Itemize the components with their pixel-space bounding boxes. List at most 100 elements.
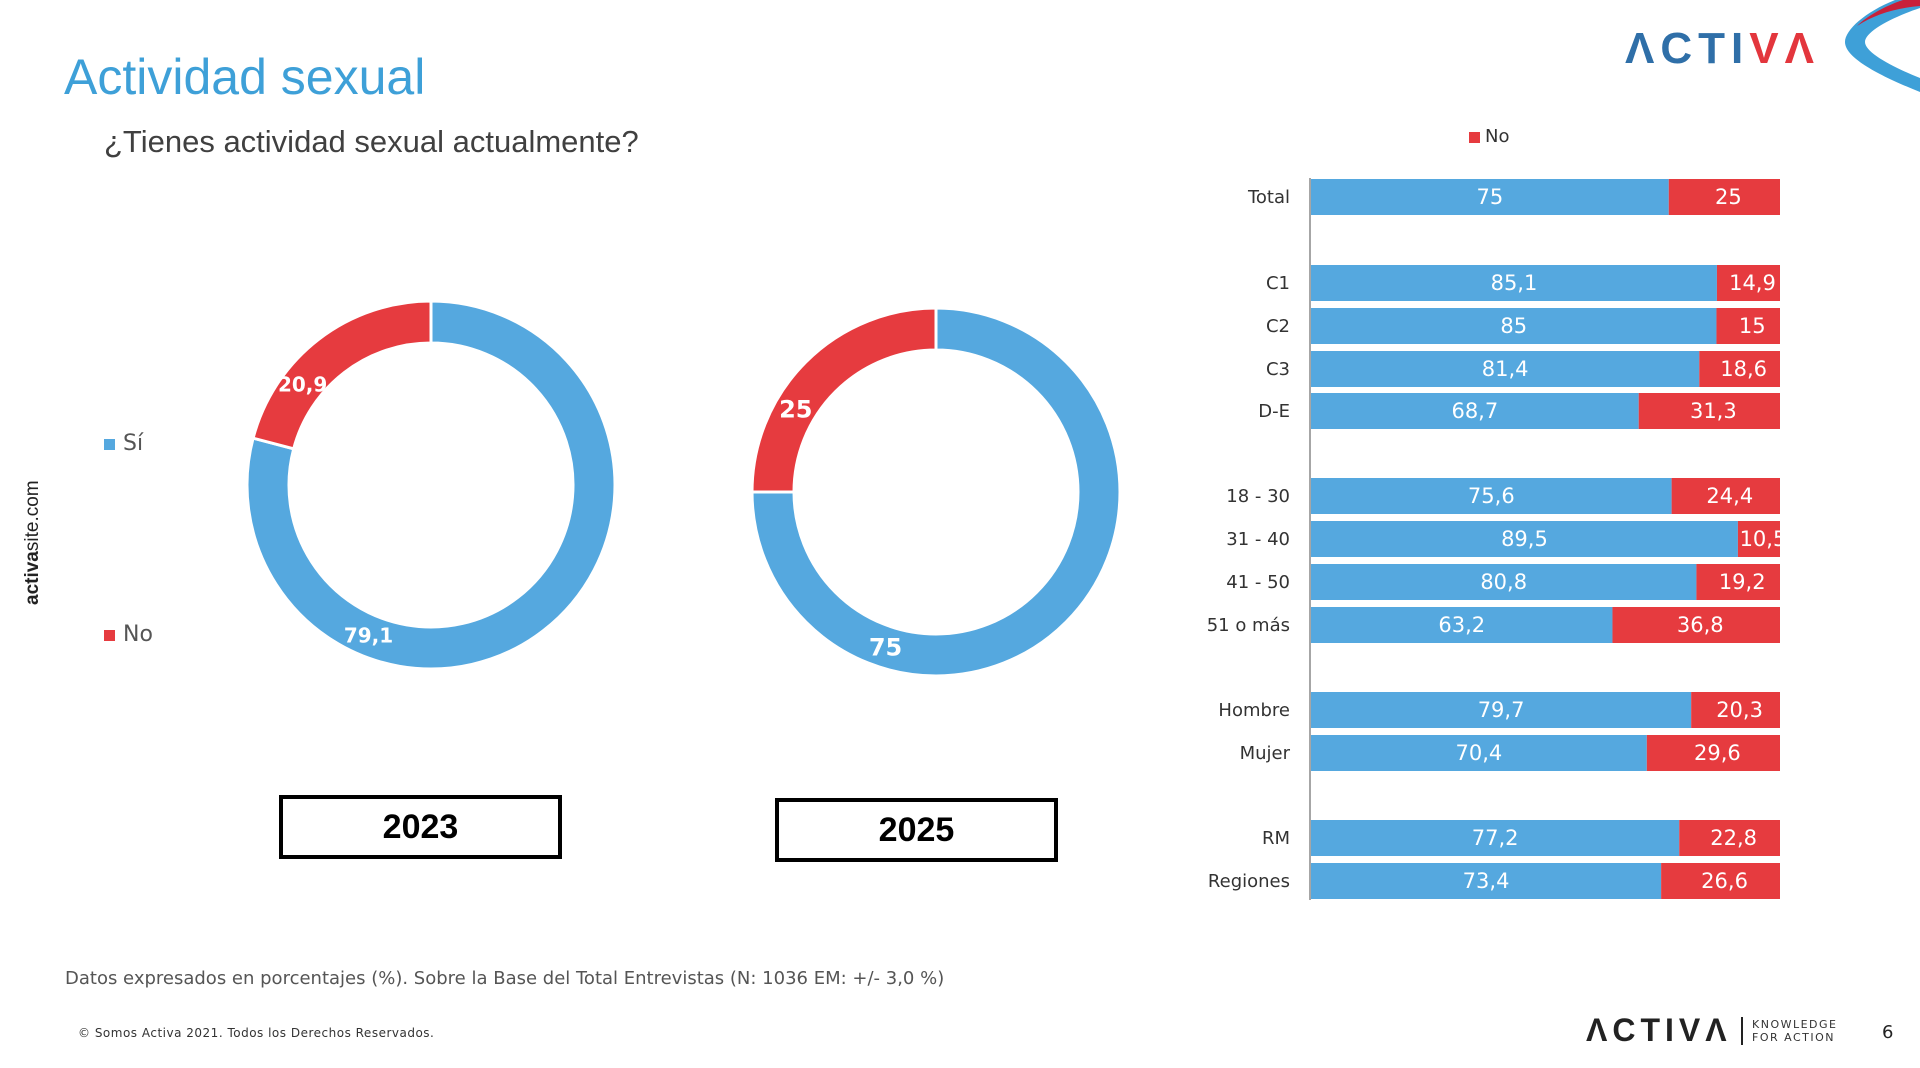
bar-value-si: 81,4 [1482,357,1529,381]
bar-value-no: 18,6 [1720,357,1767,381]
bar-segment-si [1311,521,1738,557]
bar-segment-si [1311,351,1700,387]
legend-si-swatch [104,438,115,450]
bar-segment-no [1716,265,1780,301]
bar-category-label: Hombre [1218,700,1290,721]
bar-segment-si [1311,393,1639,429]
activa-logo: ΛCTIVΛ [1625,24,1820,74]
bar-value-no: 20,3 [1716,698,1763,722]
bar-value-no: 25 [1715,185,1742,209]
bar-segment-no [1668,179,1780,215]
bar-legend-no-label: No [1485,126,1510,147]
legend-no-label: No [123,622,153,647]
donut-label-no: 20,9 [278,373,327,397]
donut-label-no: 25 [779,395,812,423]
bar-category-label: D-E [1258,401,1290,422]
bar-segment-no [1646,735,1780,771]
bar-segment-si [1311,863,1662,899]
bar-value-si: 70,4 [1456,741,1503,765]
bar-segment-si [1311,478,1672,514]
donut-slice-no [750,306,938,494]
side-site-bold: activa [22,551,43,605]
donut-slice-no [251,299,433,451]
bar-segment-si [1311,179,1669,215]
legend-si: Sí [104,431,143,456]
bar-value-no: 15 [1739,314,1766,338]
bar-category-label: C2 [1266,316,1290,337]
bar-category-label: Total [1247,187,1290,208]
bar-category-label: 41 - 50 [1226,572,1290,593]
logo-tag-line-1: KNOWLEDGE [1752,1018,1838,1031]
year-box-2025: 2025 [775,798,1058,862]
bar-segment-no [1661,863,1780,899]
year-box-2023: 2023 [279,795,562,859]
bar-value-si: 79,7 [1478,698,1525,722]
bar-category-label: Regiones [1208,871,1290,892]
bar-segment-si [1311,692,1692,728]
bar-segment-si [1311,607,1613,643]
bar-category-label: 18 - 30 [1226,486,1290,507]
bar-segment-no [1638,393,1780,429]
page-subtitle: ¿Tienes actividad sexual actualmente? [104,124,639,159]
bar-value-no: 26,6 [1701,869,1748,893]
donut-label-si: 79,1 [344,624,393,648]
bar-value-no: 31,3 [1690,399,1737,423]
donut-chart-2025: 75 25 [750,306,1122,678]
legend-no-swatch [104,629,115,641]
copyright: © Somos Activa 2021. Todos los Derechos … [78,1026,435,1040]
bar-value-no: 36,8 [1677,613,1724,637]
bar-segment-si [1311,564,1697,600]
bar-category-label: C3 [1266,359,1290,380]
side-site-rest: site.com [22,480,43,552]
corner-swoosh-icon [1845,0,1920,92]
bar-segment-si [1311,735,1647,771]
legend-si-label: Sí [123,431,144,456]
footnote: Datos expresados en porcentajes (%). Sob… [65,968,945,989]
donut-chart-2023: 79,1 20,9 [245,299,617,671]
bar-value-no: 14,9 [1729,271,1776,295]
bar-segment-no [1679,820,1780,856]
bar-value-si: 77,2 [1472,826,1519,850]
bar-segment-si [1311,820,1680,856]
bar-category-label: 31 - 40 [1226,529,1290,550]
bar-segment-no [1671,478,1780,514]
bar-value-si: 63,2 [1438,613,1485,637]
bar-value-si: 73,4 [1463,869,1510,893]
activa-logo-bottom: ΛCTIVΛ [1586,1012,1732,1048]
logo-tag-line-2: FOR ACTION [1752,1031,1835,1044]
logo-text-2: VΛ [1749,24,1820,73]
bar-category-label: RM [1262,828,1290,849]
bar-segment-si [1311,265,1717,301]
bar-value-no: 24,4 [1706,484,1753,508]
bar-value-si: 75 [1477,185,1504,209]
bar-segment-no [1696,564,1780,600]
donut-slice-si [245,299,617,671]
bar-segment-no [1691,692,1780,728]
bar-category-label: Mujer [1240,743,1291,764]
donut-slice-si [750,306,1122,678]
page-number: 6 [1882,1022,1894,1043]
bar-value-no: 19,2 [1719,570,1766,594]
bar-value-si: 89,5 [1501,527,1548,551]
bar-value-si: 85 [1500,314,1527,338]
bar-segment-no [1716,308,1780,344]
logo-divider [1741,1017,1743,1045]
stacked-bar-chart: 75 25 Total 85,1 14,9 C1 85 15 C2 81,4 18,6 C3 68,7 3… [1207,178,1780,900]
bar-category-label: 51 o más [1207,615,1290,636]
logo-text-1: ΛCTI [1625,24,1750,73]
bar-legend-no-swatch [1469,131,1480,143]
bar-value-si: 68,7 [1451,399,1498,423]
side-site-label: activasite.com [22,480,44,605]
logo-tagline: KNOWLEDGE FOR ACTION [1752,1018,1838,1044]
donut-label-si: 75 [869,634,902,662]
bar-category-label: C1 [1266,273,1290,294]
bar-value-si: 85,1 [1491,271,1538,295]
bar-segment-no [1737,521,1780,557]
bar-legend-no: No [1469,126,1509,147]
legend-no: No [104,622,153,647]
bar-value-si: 80,8 [1480,570,1527,594]
page-title: Actividad sexual [64,49,426,105]
bar-segment-no [1612,607,1780,643]
bar-value-si: 75,6 [1468,484,1515,508]
bar-segment-si [1311,308,1717,344]
